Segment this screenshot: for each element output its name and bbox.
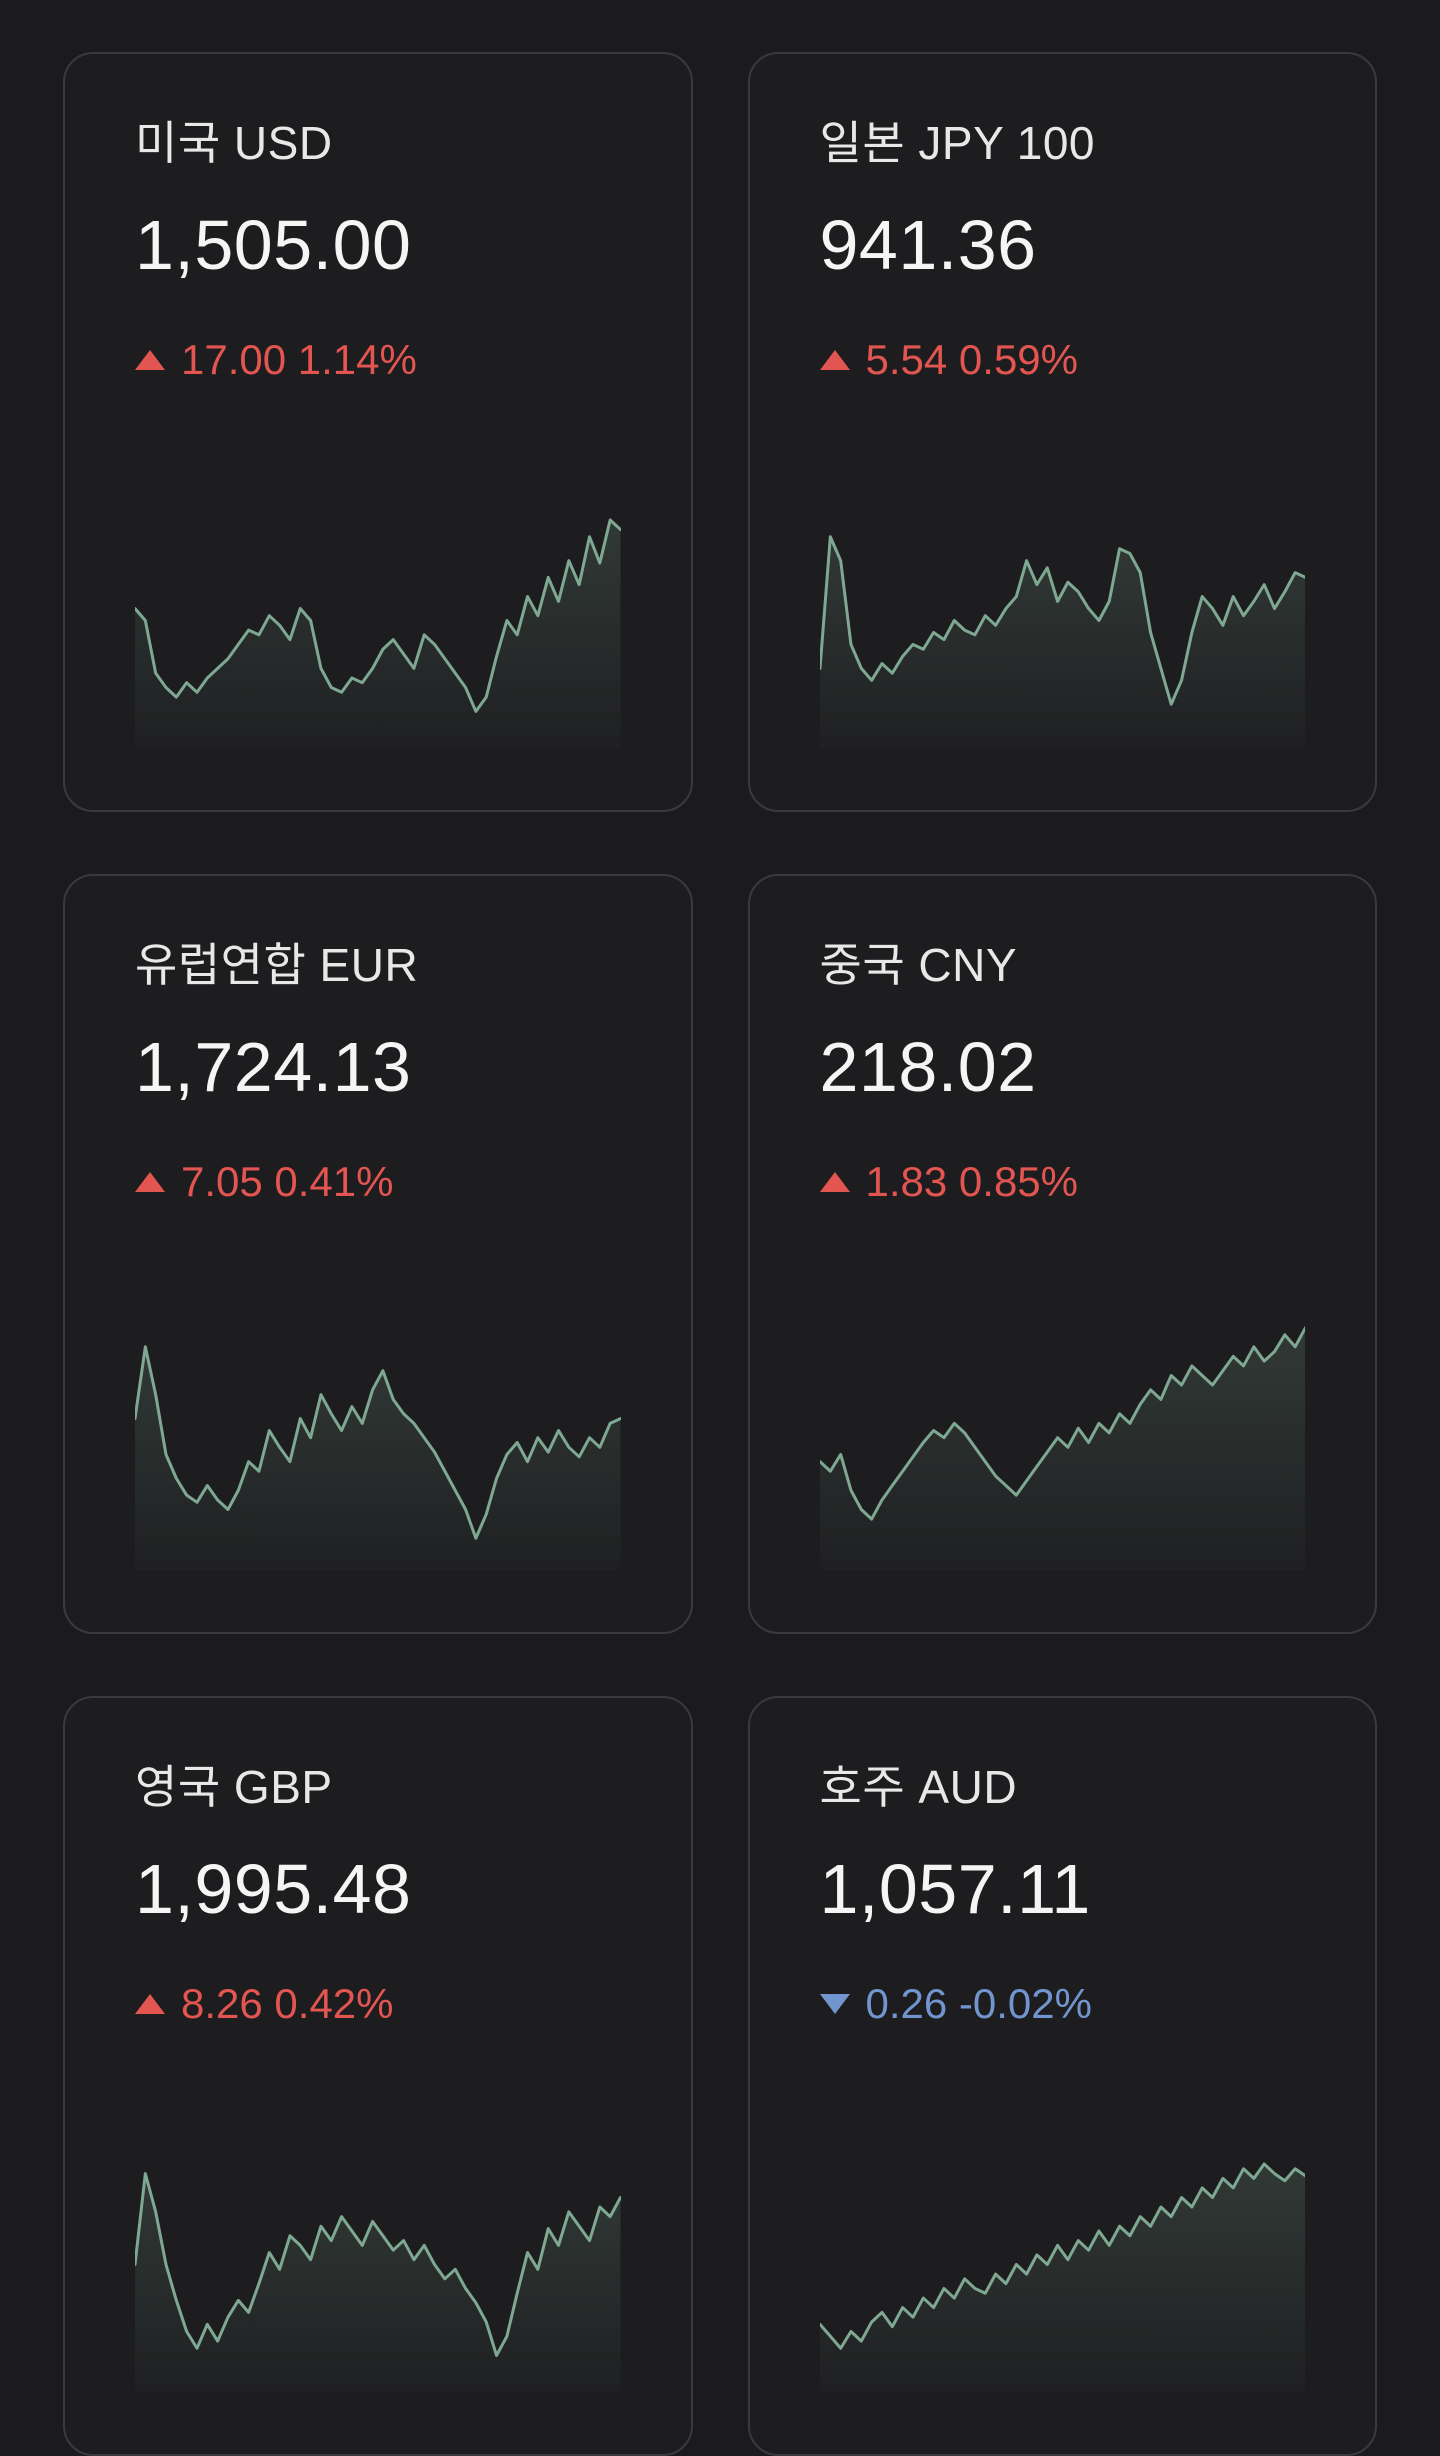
exchange-rate: 1,057.11: [819, 1849, 1091, 1928]
change-value: 1.83 0.85%: [865, 1158, 1079, 1206]
currency-card-eur[interactable]: 유럽연합 EUR 1,724.13 7.05 0.41%: [63, 874, 693, 1634]
change-row: 8.26 0.42%: [135, 1980, 621, 2028]
exchange-rate: 1,505.00: [135, 205, 412, 284]
change-up-icon: [819, 350, 850, 371]
currency-card-usd[interactable]: 미국 USD 1,505.00 17.00 1.14%: [63, 52, 693, 812]
change-value: 17.00 1.14%: [181, 336, 417, 384]
currency-name: 일본 JPY 100: [819, 117, 1095, 169]
currency-card-gbp[interactable]: 영국 GBP 1,995.48 8.26 0.42%: [63, 1696, 693, 2456]
sparkline-chart: [819, 2137, 1305, 2392]
change-up-icon: [135, 1172, 165, 1193]
exchange-rate: 218.02: [819, 1027, 1037, 1106]
exchange-rate: 1,995.48: [135, 1849, 412, 1928]
change-value: 5.54 0.59%: [865, 336, 1079, 384]
currency-name: 유럽연합 EUR: [135, 939, 419, 991]
currency-name: 미국 USD: [135, 117, 333, 169]
currency-name: 호주 AUD: [819, 1761, 1018, 1813]
change-up-icon: [135, 1994, 165, 2015]
currency-card-cny[interactable]: 중국 CNY 218.02 1.83 0.85%: [747, 874, 1377, 1634]
currency-card-jpy[interactable]: 일본 JPY 100 941.36 5.54 0.59%: [747, 52, 1377, 812]
currency-name: 영국 GBP: [135, 1761, 333, 1813]
change-value: 0.26 -0.02%: [865, 1980, 1093, 2028]
exchange-rate: 941.36: [819, 205, 1037, 284]
change-row: 1.83 0.85%: [819, 1158, 1306, 1206]
change-up-icon: [135, 350, 165, 371]
change-row: 7.05 0.41%: [135, 1158, 621, 1206]
sparkline-chart: [135, 1315, 621, 1570]
currency-card-aud[interactable]: 호주 AUD 1,057.11 0.26 -0.02%: [747, 1696, 1377, 2456]
change-value: 7.05 0.41%: [181, 1158, 394, 1206]
sparkline-chart: [819, 1315, 1305, 1570]
change-down-icon: [819, 1994, 850, 2015]
change-row: 17.00 1.14%: [135, 336, 621, 384]
change-up-icon: [819, 1172, 850, 1193]
change-row: 0.26 -0.02%: [819, 1980, 1306, 2028]
sparkline-chart: [135, 493, 621, 748]
currency-name: 중국 CNY: [819, 939, 1018, 991]
sparkline-chart: [819, 493, 1305, 748]
sparkline-chart: [135, 2137, 621, 2392]
exchange-rate: 1,724.13: [135, 1027, 412, 1106]
change-value: 8.26 0.42%: [181, 1980, 394, 2028]
change-row: 5.54 0.59%: [819, 336, 1306, 384]
